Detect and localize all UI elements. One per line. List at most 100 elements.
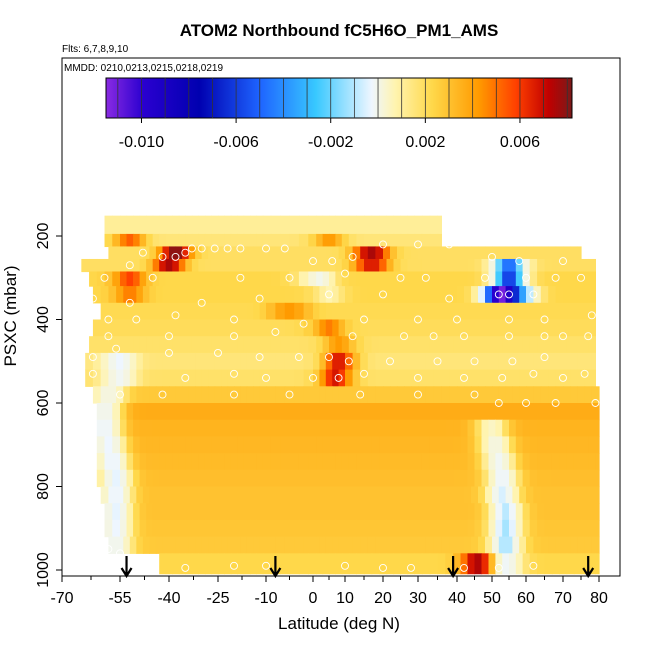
heatmap-cell — [243, 233, 251, 248]
heatmap-cell — [411, 319, 419, 337]
heatmap-cell — [540, 486, 549, 504]
heatmap-cell — [298, 258, 309, 273]
heatmap-cell — [319, 302, 327, 321]
heatmap-cell — [563, 486, 571, 504]
heatmap-cell — [367, 319, 376, 337]
heatmap-cell — [227, 302, 235, 321]
heatmap-cell — [123, 386, 131, 404]
sample-point — [285, 273, 294, 282]
heatmap-cell — [341, 453, 350, 471]
heatmap-cell — [341, 553, 350, 575]
heatmap-cell — [414, 453, 423, 471]
heatmap-cell — [360, 536, 369, 554]
heatmap-cell — [509, 436, 517, 454]
heatmap-cell — [136, 386, 144, 404]
heatmap-cell — [259, 486, 267, 504]
heatmap-cell — [211, 233, 219, 248]
heatmap-cell — [522, 519, 531, 538]
heatmap-cell — [218, 419, 225, 437]
heatmap-cell — [169, 486, 177, 504]
heatmap-cell — [505, 246, 513, 260]
heatmap-cell — [502, 553, 510, 575]
heatmap-cell — [204, 519, 213, 538]
heatmap-cell — [449, 536, 458, 554]
heatmap-cell — [404, 246, 412, 260]
heatmap-cell — [449, 386, 458, 404]
heatmap-cell — [540, 246, 549, 260]
heatmap-cell — [303, 369, 314, 387]
heatmap-cell — [433, 319, 442, 337]
heatmap-cell — [294, 369, 305, 387]
heatmap-cell — [591, 286, 596, 304]
colorbar-gradient — [105, 77, 573, 119]
heatmap-cell — [551, 519, 560, 538]
heatmap-cell — [262, 215, 272, 235]
heatmap-cell — [356, 258, 365, 273]
heatmap-cell — [548, 302, 557, 321]
heatmap-cell — [526, 302, 534, 321]
heatmap-cell — [581, 436, 589, 454]
heatmap-cell — [335, 519, 343, 538]
heatmap-cell — [230, 436, 238, 454]
heatmap-cell — [246, 352, 254, 371]
heatmap-cell — [319, 486, 327, 504]
heatmap-cell — [218, 233, 225, 248]
heatmap-cell — [313, 386, 320, 404]
heatmap-cell — [573, 258, 582, 273]
heatmap-cell — [364, 403, 373, 421]
heatmap-cell — [509, 469, 517, 488]
sample-point — [414, 390, 422, 399]
heatmap-cell — [566, 453, 575, 471]
heatmap-cell — [411, 486, 419, 504]
sample-point — [255, 353, 264, 362]
heatmap-cell — [280, 469, 291, 488]
heatmap-cell — [522, 503, 531, 521]
heatmap-cell — [316, 258, 324, 273]
heatmap-cell — [429, 469, 439, 488]
heatmap-cell — [319, 369, 327, 387]
heatmap-cell — [266, 319, 276, 337]
heatmap-cell — [559, 419, 568, 437]
heatmap-cell — [234, 369, 241, 387]
heatmap-cell — [325, 286, 333, 304]
heatmap-cell — [407, 233, 416, 248]
heatmap-cell — [581, 403, 589, 421]
heatmap-cell — [289, 271, 300, 287]
sample-point — [414, 315, 422, 324]
heatmap-cell — [433, 246, 442, 260]
heatmap-cell — [120, 419, 128, 437]
heatmap-cell — [383, 319, 391, 337]
heatmap-cell — [178, 336, 186, 354]
heatmap-cell — [581, 271, 589, 287]
heatmap-cell — [449, 302, 458, 321]
heatmap-cell — [581, 469, 589, 488]
heatmap-cell — [133, 503, 141, 521]
sample-point — [470, 357, 479, 366]
heatmap-cell — [464, 352, 472, 371]
heatmap-cell — [559, 553, 568, 575]
heatmap-cell — [481, 271, 490, 287]
heatmap-cell — [243, 419, 251, 437]
heatmap-cell — [294, 486, 305, 504]
heatmap-cell — [316, 519, 324, 538]
heatmap-cell — [230, 453, 238, 471]
heatmap-cell — [289, 553, 300, 575]
heatmap-cell — [418, 486, 427, 504]
heatmap-cell — [146, 419, 154, 437]
heatmap-cell — [566, 503, 575, 521]
heatmap-cell — [316, 233, 324, 248]
heatmap-cell — [92, 386, 102, 404]
heatmap-cell — [250, 215, 257, 235]
heatmap-cell — [142, 352, 150, 371]
heatmap-cell — [345, 386, 354, 404]
heatmap-cell — [201, 302, 209, 321]
heatmap-cell — [165, 258, 173, 273]
heatmap-cell — [397, 286, 405, 304]
sample-point — [551, 273, 560, 282]
heatmap-cell — [371, 271, 380, 287]
heatmap-cell — [453, 503, 462, 521]
heatmap-cell — [120, 271, 128, 287]
heatmap-cell — [165, 403, 173, 421]
heatmap-cell — [136, 319, 144, 337]
sample-point — [559, 332, 567, 341]
